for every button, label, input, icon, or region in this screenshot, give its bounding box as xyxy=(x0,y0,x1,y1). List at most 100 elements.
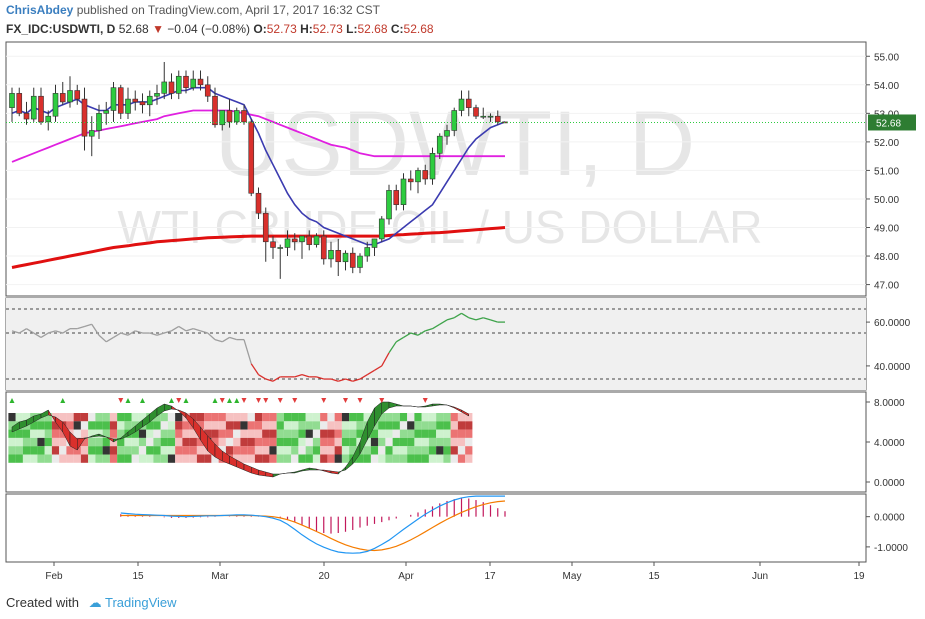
rsi-segment xyxy=(294,374,303,378)
footer: Created with ☁ TradingView xyxy=(6,595,177,611)
close-value: 52.68 xyxy=(403,22,434,36)
heatmap-cell xyxy=(421,429,429,438)
heatmap-cell xyxy=(233,454,241,463)
heatmap-cell xyxy=(95,454,103,463)
heatmap-cell xyxy=(465,454,473,463)
heatmap-cell xyxy=(196,421,205,430)
heatmap-cell xyxy=(457,413,466,422)
sell-marker xyxy=(256,398,261,403)
heatmap-cell xyxy=(378,446,386,455)
heatmap-cell xyxy=(196,446,205,455)
candle-body xyxy=(473,107,479,117)
down-triangle-icon: ▼ xyxy=(152,22,164,36)
heatmap-cell xyxy=(312,446,321,455)
heatmap-cell xyxy=(15,454,23,463)
heatmap-cell xyxy=(88,437,96,447)
rsi-segment xyxy=(366,369,375,376)
rsi-segment xyxy=(352,378,361,382)
rsi-segment xyxy=(338,378,346,382)
candle-body xyxy=(38,95,44,123)
rsi-segment xyxy=(446,317,455,321)
symbol-line: FX_IDC:USDWTI, D 52.68 ▼ −0.04 (−0.08%) … xyxy=(6,22,434,36)
heatmap-cell xyxy=(66,446,74,455)
candle-body xyxy=(241,110,247,123)
heatmap-cell xyxy=(233,429,241,438)
heatmap-cell xyxy=(414,437,422,447)
wave-band xyxy=(330,470,339,475)
heatmap-cell xyxy=(80,429,89,438)
heatmap-cell xyxy=(320,437,328,447)
heatmap-cell xyxy=(175,446,183,455)
heatmap-cell xyxy=(153,446,161,455)
heatmap-cell xyxy=(146,429,154,438)
heatmap-cell xyxy=(457,429,466,438)
heatmap-cell xyxy=(117,421,125,430)
heatmap-cell xyxy=(22,454,31,463)
heatmap-cell xyxy=(392,429,400,438)
candle-body xyxy=(103,110,110,114)
heatmap-cell xyxy=(131,454,139,463)
candle-body xyxy=(117,87,124,114)
heatmap-cell xyxy=(80,413,89,422)
heatmap-cell xyxy=(312,437,321,447)
rsi-segment xyxy=(316,376,324,380)
sell-marker xyxy=(379,398,385,403)
heatmap-cell xyxy=(131,446,139,455)
wave-band xyxy=(432,403,440,407)
open-label: O: xyxy=(253,22,267,36)
heatmap-cell xyxy=(421,421,429,430)
heatmap-cell xyxy=(254,429,263,438)
heatmap-cell xyxy=(399,454,408,463)
candle-body xyxy=(168,81,175,94)
heatmap-cell xyxy=(73,413,81,422)
heatmap-cell xyxy=(8,429,16,438)
heatmap-cell xyxy=(44,413,52,422)
heatmap-cell xyxy=(138,454,147,463)
rsi-tick-label: 40.0000 xyxy=(874,362,911,373)
heatmap-cell xyxy=(262,429,270,438)
heatmap-cell xyxy=(283,429,292,438)
heatmap-cell xyxy=(298,421,306,430)
rsi-segment xyxy=(156,332,165,336)
heatmap-cell xyxy=(218,446,226,455)
heatmap-cell xyxy=(298,429,306,438)
candle-body xyxy=(458,98,465,111)
heatmap-cell xyxy=(378,421,386,430)
candle-body xyxy=(175,75,182,94)
heatmap-cell xyxy=(465,429,473,438)
heatmap-cell xyxy=(102,446,110,455)
buy-marker xyxy=(183,398,189,403)
heatmap-cell xyxy=(436,446,444,455)
candle-body xyxy=(52,93,59,117)
heatmap-cell xyxy=(153,437,161,447)
heatmap-cell xyxy=(88,429,96,438)
candle-body xyxy=(465,98,472,108)
heatmap-cell xyxy=(327,446,335,455)
heatmap-cell xyxy=(233,413,241,422)
author-link[interactable]: ChrisAbdey xyxy=(6,3,74,17)
candle-body xyxy=(277,247,284,249)
heatmap-cell xyxy=(146,421,154,430)
heatmap-cell xyxy=(138,446,147,455)
heatmap-cell xyxy=(80,446,89,455)
heatmap-cell xyxy=(80,437,89,447)
tradingview-link[interactable]: TradingView xyxy=(105,595,177,610)
heatmap-cell xyxy=(182,437,190,447)
rsi-segment xyxy=(18,328,27,334)
wave-band xyxy=(446,404,455,409)
time-tick-label: Apr xyxy=(398,571,414,582)
buy-marker xyxy=(60,398,66,403)
heatmap-cell xyxy=(320,454,328,463)
candle-body xyxy=(357,255,363,268)
heatmap-cell xyxy=(356,413,364,422)
price-tick-label: 51.00 xyxy=(874,166,899,177)
heatmap-cell xyxy=(95,421,103,430)
candle-body xyxy=(161,81,168,94)
heatmap-cell xyxy=(385,437,393,447)
heatmap-cell xyxy=(349,446,357,455)
heatmap-cell xyxy=(298,454,306,463)
heatmap-cell xyxy=(204,429,212,438)
heatmap-cell xyxy=(457,454,466,463)
candle-body xyxy=(415,170,421,183)
